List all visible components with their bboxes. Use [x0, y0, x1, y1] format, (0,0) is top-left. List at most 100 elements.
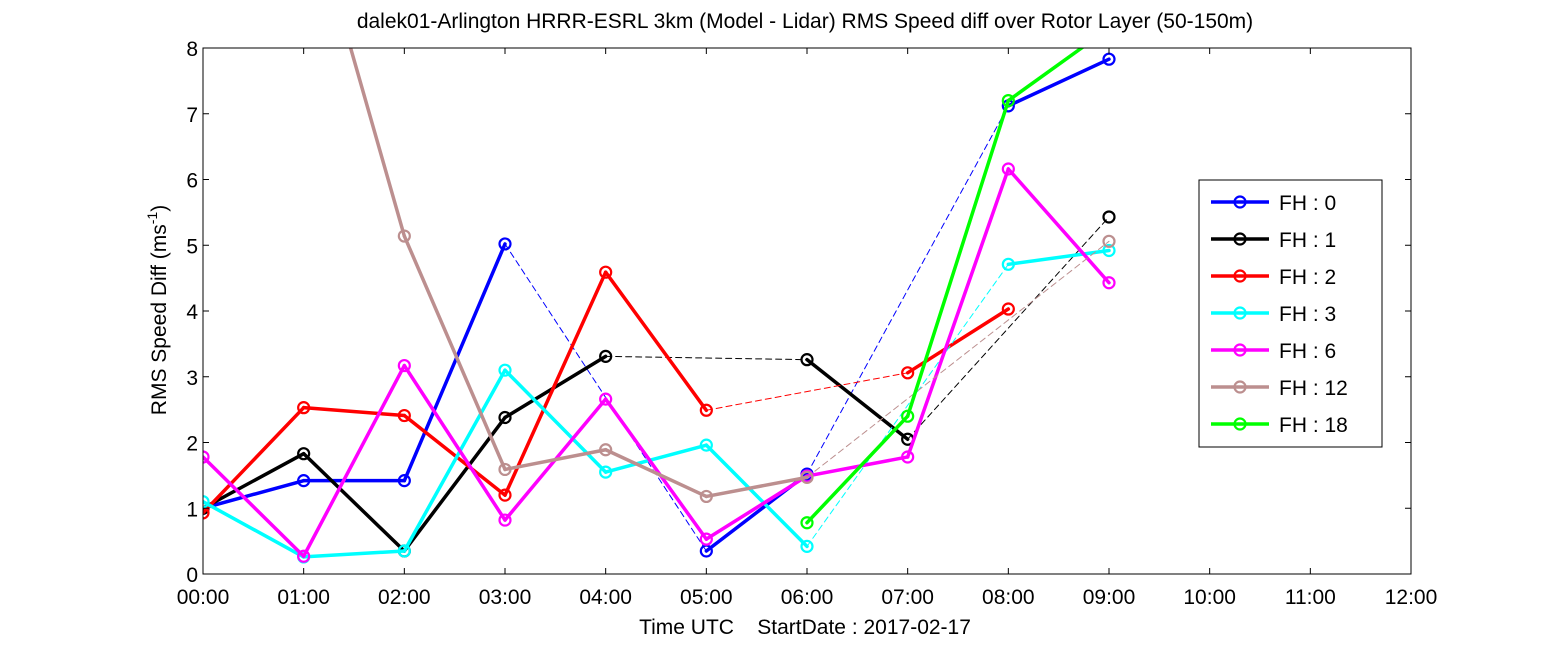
legend-label: FH : 3 [1279, 303, 1336, 326]
x-tick-label: 04:00 [579, 586, 632, 609]
legend-item: FH : 18 [1211, 414, 1348, 437]
series-line [603, 397, 709, 541]
y-tick-label: 3 [186, 367, 198, 390]
data-point [498, 462, 512, 477]
data-point [599, 349, 613, 363]
data-point [901, 409, 915, 423]
legend-swatch-marker [1233, 195, 1247, 209]
data-point [498, 513, 512, 527]
y-tick-label: 7 [186, 104, 198, 127]
data-point [203, 450, 210, 464]
series-line [402, 413, 507, 497]
y-axis-label-sup: -1 [144, 212, 160, 225]
series-line [402, 242, 507, 483]
data-point [599, 392, 613, 406]
series-line [704, 475, 809, 499]
series-line [704, 474, 809, 541]
legend-swatch-marker [1233, 269, 1247, 283]
legend-label: FH : 2 [1279, 266, 1336, 289]
series-line [1006, 57, 1111, 108]
data-point [1102, 210, 1116, 224]
series-line [203, 405, 306, 515]
y-tick-label: 0 [186, 564, 198, 587]
series-line [603, 443, 709, 474]
data-point [498, 488, 512, 502]
series-gap-line [705, 372, 909, 411]
data-point [901, 450, 915, 464]
legend-item: FH : 12 [1211, 377, 1348, 400]
series-line [905, 98, 1011, 418]
series-line [503, 447, 608, 472]
x-axis-label: Time UTC StartDate : 2017-02-17 [639, 616, 971, 639]
legend-label: FH : 18 [1279, 414, 1348, 437]
y-tick-label: 1 [186, 498, 198, 521]
x-tick-label: 00:00 [177, 586, 230, 609]
legend-swatch-marker [1233, 417, 1247, 431]
data-point [1001, 93, 1015, 108]
x-tick-label: 11:00 [1285, 586, 1336, 609]
legend-item: FH : 1 [1211, 229, 1336, 252]
series-line [805, 455, 910, 478]
series-line [301, 363, 407, 558]
legend-item: FH : 6 [1211, 340, 1336, 363]
series-line [402, 363, 507, 522]
series-line [805, 357, 910, 441]
data-point [203, 506, 210, 520]
x-tick-label: 03:00 [479, 586, 532, 609]
data-point [599, 465, 613, 479]
data-point [297, 474, 311, 488]
data-point [1001, 257, 1015, 271]
data-point [699, 489, 713, 504]
data-point [699, 403, 713, 417]
x-axis: 00:00 01:00 02:00 03:00 04:00 05:00 06:00 07:00… [177, 48, 1437, 609]
y-tick-label: 6 [186, 170, 198, 193]
data-point [599, 265, 613, 279]
series-line [301, 549, 407, 559]
series-line [905, 167, 1011, 459]
series-line [1006, 167, 1111, 285]
data-point [397, 408, 411, 423]
series-line [503, 368, 608, 474]
x-tick-label: 05:00 [680, 586, 733, 609]
legend-item: FH : 3 [1211, 303, 1336, 326]
chart-title: dalek01-Arlington HRRR-ESRL 3km (Model -… [357, 10, 1253, 33]
series-line [503, 270, 608, 497]
data-point [297, 549, 311, 563]
series-gap-line [806, 105, 1009, 475]
y-tick-label: 2 [186, 433, 198, 456]
series-line [348, 48, 407, 238]
y-axis-label: RMS Speed Diff (ms-1) [144, 205, 171, 415]
data-point [800, 516, 814, 530]
data-point [498, 363, 512, 377]
series-line [1006, 248, 1111, 267]
series-line [301, 451, 407, 553]
x-tick-label: 09:00 [1083, 586, 1136, 609]
data-point [297, 401, 311, 415]
x-tick-label: 02:00 [378, 586, 431, 609]
x-tick-label: 10:00 [1183, 586, 1236, 609]
series-line [203, 499, 306, 559]
data-point [498, 237, 512, 251]
series-gap-line [806, 240, 1110, 478]
data-point [800, 539, 814, 553]
legend-label: FH : 0 [1279, 192, 1336, 215]
x-tick-label: 06:00 [781, 586, 834, 609]
series-line [402, 234, 507, 472]
data-point [397, 229, 411, 243]
legend-swatch-marker [1233, 343, 1247, 357]
series-line [704, 443, 809, 549]
legend-item: FH : 2 [1211, 266, 1336, 289]
data-point [800, 470, 814, 484]
series-fh-0 [203, 52, 1116, 558]
y-axis: 0 1 2 3 4 5 6 7 8 [186, 38, 1411, 587]
data-point [1001, 302, 1015, 316]
series-layer [203, 48, 1116, 564]
legend-swatch-marker [1233, 232, 1247, 246]
series-line [603, 447, 709, 499]
series-fh-12 [348, 48, 1116, 504]
data-point [699, 532, 713, 546]
y-axis-label-suffix: ) [148, 205, 171, 212]
data-point [1102, 234, 1116, 248]
series-line [203, 478, 306, 510]
